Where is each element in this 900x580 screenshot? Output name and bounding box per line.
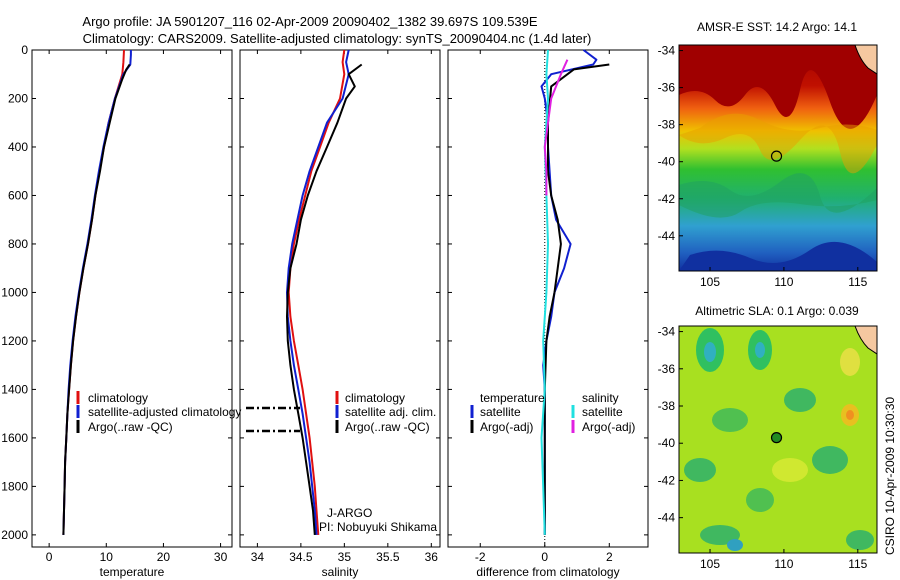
- series-line: [62, 50, 132, 535]
- map-y-tick-label: -40: [658, 155, 676, 169]
- salinity-legend: climatology satellite adj. clim. Argo(..…: [246, 391, 436, 434]
- x-tick-label: 35.5: [376, 550, 400, 564]
- series-line: [543, 59, 569, 196]
- series-line: [62, 63, 131, 535]
- map-x-tick-label: 110: [774, 557, 793, 571]
- legend-salinity-title: salinity: [582, 391, 619, 405]
- figure-title: Argo profile: JA 5901207_116 02-Apr-2009…: [82, 14, 537, 29]
- sst-map-field: [679, 45, 877, 271]
- legend-climatology-label: climatology: [88, 391, 148, 405]
- y-tick-label: 1600: [1, 431, 28, 445]
- sla-map-field: [679, 326, 877, 553]
- map-y-tick-label: -36: [658, 362, 676, 376]
- x-tick-label: 10: [100, 550, 114, 564]
- argo-position-marker: [770, 432, 783, 444]
- map-y-tick-label: -44: [658, 511, 676, 525]
- profile-panels: 0 10 20 30temperature0200400600800100012001…: [1, 43, 648, 579]
- legend-climatology-label: climatology: [345, 391, 405, 405]
- map-y-tick-label: -38: [658, 118, 676, 132]
- y-tick-label: 1000: [1, 285, 28, 299]
- x-axis-label: temperature: [100, 565, 165, 579]
- salinity-panel-frame: [239, 49, 441, 548]
- series-line: [540, 49, 598, 535]
- map-y-tick-label: -42: [658, 473, 676, 487]
- map-x-tick-label: 110: [774, 275, 793, 289]
- legend-temperature-title: temperature: [480, 391, 545, 405]
- x-tick-label: 35: [338, 550, 352, 564]
- temperature-legend: climatology satellite-adjusted climatolo…: [76, 391, 241, 434]
- legend-sal-argo-label: Argo(-adj): [582, 420, 635, 434]
- legend-argo-label: Argo(..raw -QC): [345, 420, 430, 434]
- y-tick-label: 1400: [1, 382, 28, 396]
- series-line: [540, 49, 549, 535]
- legend-sal-satellite-label: satellite: [582, 405, 623, 419]
- map-x-tick-label: 105: [700, 557, 720, 571]
- map-y-tick-label: -36: [658, 81, 676, 95]
- x-tick-label: -2: [475, 550, 486, 564]
- x-tick-label: 34.5: [289, 550, 313, 564]
- sla-map-axes: 105 110 115 -34 -36 -38 -40 -42 -44: [658, 325, 868, 571]
- y-tick-label: 200: [8, 91, 28, 105]
- y-tick-label: 800: [8, 237, 28, 251]
- sst-map-axes: 105 110 115 -34 -36 -38 -40 -42 -44: [658, 44, 868, 289]
- argo-position-marker: [770, 150, 783, 162]
- x-tick-label: 30: [214, 550, 228, 564]
- series-line: [62, 49, 125, 535]
- temperature-panel-frame: [31, 49, 233, 548]
- x-axis-label: difference from climatology: [476, 565, 619, 579]
- map-x-tick-label: 115: [848, 275, 867, 289]
- x-tick-label: 20: [157, 550, 171, 564]
- map-y-tick-label: -42: [658, 192, 676, 206]
- legend-temp-argo-label: Argo(-adj): [480, 420, 533, 434]
- map-y-tick-label: -38: [658, 399, 676, 413]
- legend-temp-satellite-label: satellite: [480, 405, 521, 419]
- x-axis-label: salinity: [322, 565, 359, 579]
- credit-label: CSIRO 10-Apr-2009 10:30:30: [883, 397, 897, 555]
- y-tick-label: 0: [21, 43, 28, 57]
- series-line: [286, 49, 350, 535]
- sla-map-title: Altimetric SLA: 0.1 Argo: 0.039: [695, 304, 859, 318]
- sst-map-frame: [678, 44, 878, 272]
- x-tick-label: 2: [606, 550, 613, 564]
- x-tick-label: 0: [541, 550, 548, 564]
- map-y-tick-label: -34: [658, 44, 676, 58]
- difference-legend: temperature satellite Argo(-adj) salinit…: [470, 391, 635, 434]
- map-y-tick-label: -44: [658, 229, 676, 243]
- map-x-tick-label: 105: [700, 275, 720, 289]
- x-tick-label: 0: [46, 550, 53, 564]
- x-tick-label: 34: [251, 550, 265, 564]
- figure-subtitle: Climatology: CARS2009. Satellite-adjuste…: [83, 31, 592, 46]
- pi-label: PI: Nobuyuki Shikama: [319, 520, 437, 534]
- y-tick-label: 1800: [1, 479, 28, 493]
- project-label: J-ARGO: [327, 506, 372, 520]
- x-tick-label: 36: [425, 550, 439, 564]
- map-y-tick-label: -40: [658, 436, 676, 450]
- y-tick-label: 2000: [1, 528, 28, 542]
- legend-argo-label: Argo(..raw -QC): [88, 420, 173, 434]
- series-line: [286, 63, 363, 535]
- series-line: [543, 63, 610, 535]
- map-x-tick-label: 115: [848, 557, 867, 571]
- y-tick-label: 600: [8, 188, 28, 202]
- legend-satellite-label: satellite adj. clim.: [345, 405, 436, 419]
- y-tick-label: 400: [8, 140, 28, 154]
- map-y-tick-label: -34: [658, 325, 676, 339]
- legend-satellite-label: satellite-adjusted climatology: [88, 405, 241, 419]
- sst-map-title: AMSR-E SST: 14.2 Argo: 14.1: [697, 20, 857, 34]
- series-line: [287, 49, 346, 535]
- y-tick-label: 1200: [1, 334, 28, 348]
- sla-map-frame: [678, 325, 878, 554]
